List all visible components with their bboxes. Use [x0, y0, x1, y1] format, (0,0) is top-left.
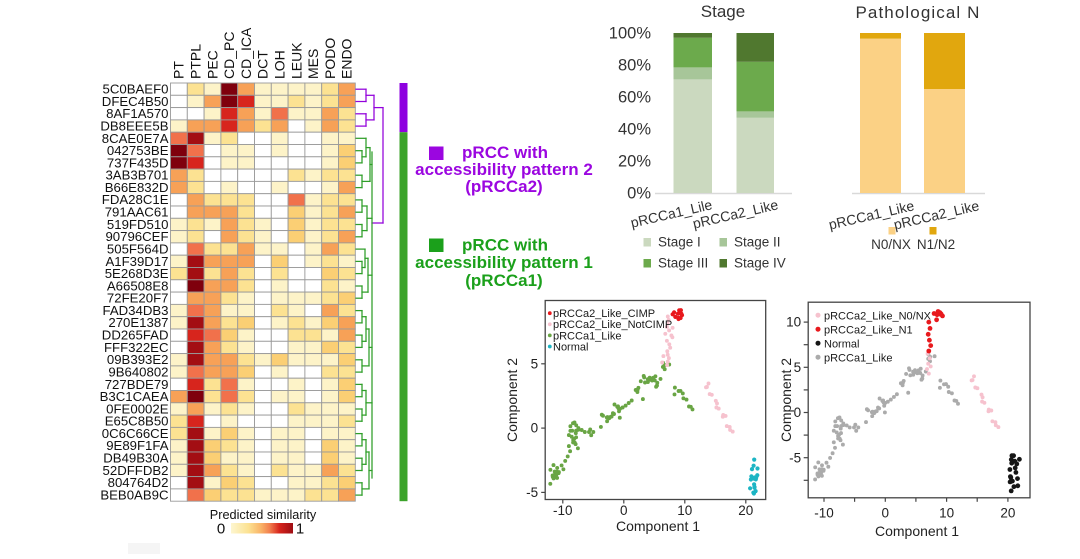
svg-text:52DFFDB2: 52DFFDB2 [103, 463, 169, 478]
svg-text:DFEC4B50: DFEC4B50 [102, 94, 169, 109]
svg-text:Stage: Stage [701, 2, 745, 21]
svg-text:pRCCa2_Like_N1: pRCCa2_Like_N1 [824, 324, 913, 336]
svg-text:A66508E8: A66508E8 [107, 278, 169, 293]
svg-text:042753BE: 042753BE [107, 143, 169, 158]
svg-text:FDA28C1E: FDA28C1E [102, 192, 169, 207]
svg-text:10: 10 [939, 506, 954, 521]
svg-text:20: 20 [738, 503, 753, 518]
svg-text:80%: 80% [618, 57, 651, 75]
svg-text:40%: 40% [618, 121, 651, 139]
svg-text:pRCCa2_Like_CIMP: pRCCa2_Like_CIMP [553, 308, 655, 320]
svg-text:pRCCa2_Like_NotCIMP: pRCCa2_Like_NotCIMP [553, 319, 672, 331]
svg-text:(pRCCa1): (pRCCa1) [465, 271, 542, 290]
svg-text:Stage IV: Stage IV [734, 256, 786, 271]
svg-text:PTPL: PTPL [188, 44, 204, 79]
svg-text:N1/N2: N1/N2 [917, 237, 955, 252]
svg-text:9B640802: 9B640802 [108, 364, 168, 379]
svg-text:Component 2: Component 2 [778, 358, 794, 442]
svg-text:10: 10 [786, 315, 801, 330]
svg-text:0%: 0% [627, 185, 651, 203]
svg-text:8CAE0E7A: 8CAE0E7A [102, 131, 169, 146]
svg-text:804764D2: 804764D2 [108, 475, 169, 490]
svg-text:DD265FAD: DD265FAD [102, 328, 169, 343]
svg-text:-10: -10 [814, 506, 834, 521]
svg-text:5C0BAEF0: 5C0BAEF0 [103, 82, 169, 97]
svg-text:Component 1: Component 1 [875, 523, 959, 539]
svg-text:Stage III: Stage III [658, 256, 708, 271]
svg-text:(pRCCa2): (pRCCa2) [465, 177, 542, 196]
svg-text:E65C8B50: E65C8B50 [105, 414, 169, 429]
svg-text:-5: -5 [789, 450, 801, 465]
svg-text:791AAC61: 791AAC61 [105, 205, 169, 220]
svg-text:90796CEF: 90796CEF [105, 229, 168, 244]
svg-text:0: 0 [620, 503, 628, 518]
svg-text:Predicted similarity: Predicted similarity [210, 508, 317, 522]
svg-text:-5: -5 [526, 485, 538, 500]
svg-text:9E89F1FA: 9E89F1FA [106, 438, 169, 453]
svg-text:B66E832D: B66E832D [105, 180, 169, 195]
svg-text:DB49B30A: DB49B30A [103, 451, 168, 466]
svg-text:LEUK: LEUK [288, 42, 304, 79]
svg-text:Stage II: Stage II [734, 235, 781, 250]
svg-text:ENDO: ENDO [339, 38, 355, 79]
svg-text:MES: MES [305, 49, 321, 79]
svg-text:0: 0 [531, 421, 539, 436]
svg-text:20%: 20% [618, 153, 651, 171]
svg-text:pRCC with: pRCC with [462, 236, 548, 255]
svg-text:Pathological N: Pathological N [855, 3, 980, 22]
svg-text:FFF322EC: FFF322EC [104, 340, 169, 355]
svg-text:5: 5 [794, 360, 802, 375]
svg-text:pRCCa2_Like_N0/NX: pRCCa2_Like_N0/NX [824, 310, 932, 322]
svg-text:0FE0002E: 0FE0002E [106, 401, 169, 416]
svg-text:N0/NX: N0/NX [871, 237, 911, 252]
svg-text:8AF1A570: 8AF1A570 [106, 106, 168, 121]
svg-text:0: 0 [217, 521, 225, 538]
svg-text:727BDE79: 727BDE79 [105, 377, 169, 392]
svg-text:Component 1: Component 1 [616, 518, 700, 534]
svg-text:Component 2: Component 2 [504, 358, 520, 442]
svg-text:PEC: PEC [204, 50, 220, 79]
svg-text:20: 20 [1000, 506, 1015, 521]
svg-text:pRCCa1_Like: pRCCa1_Like [824, 352, 892, 364]
svg-text:72FE20F7: 72FE20F7 [107, 291, 169, 306]
svg-text:5E268D3E: 5E268D3E [105, 266, 169, 281]
svg-text:DCT: DCT [255, 50, 271, 79]
svg-text:PODO: PODO [322, 38, 338, 79]
svg-text:DB8EEE5B: DB8EEE5B [100, 119, 168, 134]
svg-text:505F564D: 505F564D [107, 242, 169, 257]
svg-text:B3C1CAEA: B3C1CAEA [100, 389, 169, 404]
svg-text:5: 5 [531, 356, 539, 371]
svg-text:pRCCa1_Like: pRCCa1_Like [553, 330, 621, 342]
svg-text:Normal: Normal [553, 341, 588, 353]
svg-text:09B393E2: 09B393E2 [107, 352, 169, 367]
svg-text:1: 1 [296, 521, 304, 538]
svg-text:accessibility pattern 1: accessibility pattern 1 [415, 253, 593, 272]
svg-text:accessibility pattern 2: accessibility pattern 2 [415, 160, 593, 179]
svg-text:BEB0AB9C: BEB0AB9C [100, 487, 169, 502]
svg-text:PT: PT [171, 61, 187, 79]
svg-text:519FD510: 519FD510 [107, 217, 169, 232]
svg-text:Normal: Normal [824, 338, 859, 350]
svg-text:-10: -10 [553, 503, 573, 518]
svg-text:pRCC with: pRCC with [462, 143, 548, 162]
svg-text:0: 0 [794, 405, 802, 420]
svg-text:CD_ICA: CD_ICA [238, 27, 254, 79]
svg-text:0C6C66CE: 0C6C66CE [102, 426, 169, 441]
svg-text:Stage I: Stage I [658, 235, 701, 250]
svg-text:737F435D: 737F435D [107, 155, 169, 170]
svg-text:FAD34DB3: FAD34DB3 [103, 303, 169, 318]
svg-text:60%: 60% [618, 89, 651, 107]
svg-text:3AB3B701: 3AB3B701 [105, 168, 168, 183]
svg-text:LOH: LOH [272, 50, 288, 79]
svg-text:10: 10 [677, 503, 692, 518]
svg-text:A1F39D17: A1F39D17 [105, 254, 168, 269]
svg-text:100%: 100% [609, 25, 652, 43]
svg-text:270E1387: 270E1387 [108, 315, 168, 330]
svg-text:0: 0 [882, 506, 890, 521]
svg-text:CD_PC: CD_PC [221, 32, 237, 79]
